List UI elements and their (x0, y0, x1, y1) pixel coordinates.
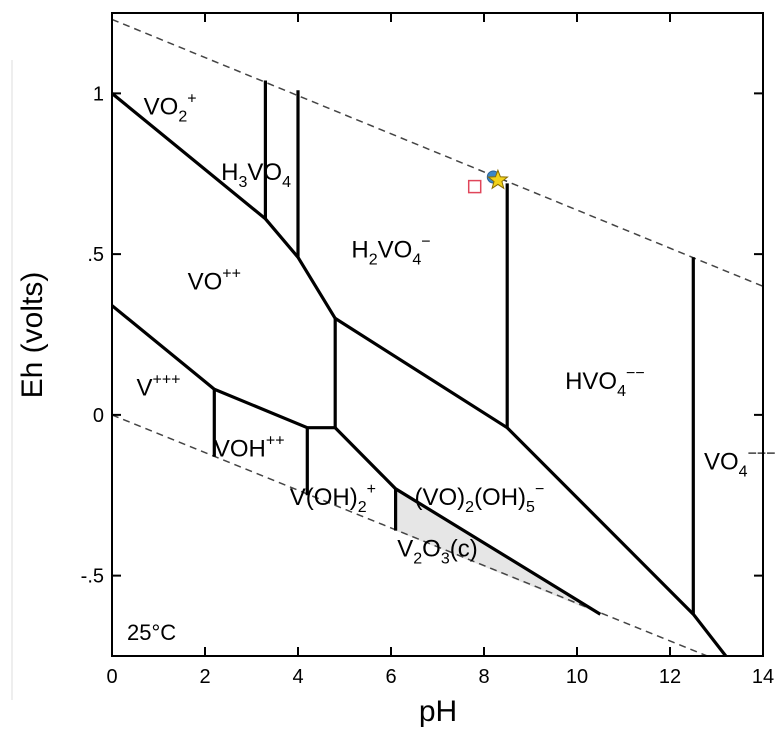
region-label-part: 2 (413, 550, 422, 567)
region-label-part: 2 (358, 499, 367, 516)
region-label-part: VOH (214, 436, 266, 463)
region-label-part: H (221, 159, 238, 186)
region-label-part: (c) (450, 535, 478, 562)
region-label-part: 3 (441, 550, 450, 567)
region-label-part: V (136, 375, 152, 402)
region-label-part: O (422, 535, 441, 562)
x-tick-label: 10 (566, 666, 588, 688)
region-labels: VO2+H3VO4H2VO4−VO++HVO4−−V+++VOH++V(OH)2… (136, 90, 775, 567)
axis-ticks: 0 2 4 6 8 10 12 14 -.5 0 .5 1 (81, 13, 774, 688)
region-label-part: (OH) (474, 484, 526, 511)
region-label-part: −−− (748, 446, 776, 463)
region-label-8: (VO)2(OH)5− (414, 481, 544, 516)
x-tick-label: 2 (199, 666, 210, 688)
boundary-lines (112, 80, 728, 656)
region-label-part: +++ (152, 372, 180, 389)
temperature-label: 25°C (127, 620, 176, 645)
region-label-part: 4 (739, 464, 748, 481)
region-label-part: VO (704, 449, 739, 476)
region-label-part: 2 (178, 108, 187, 125)
region-label-part: −− (626, 365, 645, 382)
region-label-2: H2VO4− (351, 233, 430, 268)
region-label-part: V(OH) (290, 484, 358, 511)
region-label-part: VO (247, 159, 282, 186)
region-label-part: ++ (266, 433, 285, 450)
x-tick-label: 14 (752, 666, 774, 688)
plot-frame (111, 12, 764, 657)
markers (467, 168, 509, 194)
x-axis-title: pH (419, 695, 457, 728)
square-marker (467, 179, 482, 194)
region-label-part: H (351, 236, 368, 263)
y-axis-title: Eh (volts) (16, 272, 49, 399)
region-label-part: 2 (369, 251, 378, 268)
water-stability-line-0 (112, 18, 763, 287)
region-label-0: VO2+ (144, 90, 197, 125)
y-tick-label: 0 (93, 405, 104, 427)
star-marker (487, 168, 509, 190)
region-label-part: VO (378, 236, 413, 263)
boundary-line-0 (112, 92, 337, 320)
region-label-part: 4 (412, 251, 421, 268)
x-tick-label: 12 (659, 666, 681, 688)
region-label-part: 5 (526, 499, 535, 516)
region-label-part: VO (144, 93, 179, 120)
region-label-part: ++ (222, 266, 241, 283)
region-label-4: HVO4−− (565, 365, 645, 400)
region-label-part: − (421, 233, 430, 250)
region-label-3: VO++ (188, 266, 241, 296)
region-label-7: V(OH)2+ (290, 481, 376, 516)
water-stability-lines (112, 18, 763, 656)
y-tick-label: 1 (93, 83, 104, 105)
y-tick-label: .5 (87, 244, 104, 266)
y-tick-label: -.5 (81, 566, 104, 588)
region-label-9: V2O3(c) (397, 535, 477, 567)
boundary-line-1 (334, 317, 728, 656)
region-label-part: V (397, 535, 413, 562)
region-label-part: + (187, 90, 196, 107)
x-tick-label: 4 (292, 666, 303, 688)
region-label-10: VO4−−− (704, 446, 776, 481)
region-label-part: VO (188, 269, 223, 296)
region-label-5: V+++ (136, 372, 180, 402)
region-label-part: + (367, 481, 376, 498)
x-tick-label: 8 (478, 666, 489, 688)
boundary-line-3 (334, 426, 602, 616)
region-label-1: H3VO4 (221, 159, 291, 191)
boundary-line-2 (112, 304, 336, 430)
x-tick-label: 0 (106, 666, 117, 688)
region-label-part: 4 (617, 383, 626, 400)
region-label-part: − (535, 481, 544, 498)
region-label-part: 2 (465, 499, 474, 516)
region-label-part: 4 (282, 174, 291, 191)
region-label-part: (VO) (414, 484, 465, 511)
region-label-6: VOH++ (214, 433, 285, 463)
region-label-part: 3 (239, 174, 248, 191)
region-label-part: HVO (565, 368, 617, 395)
x-tick-label: 6 (385, 666, 396, 688)
